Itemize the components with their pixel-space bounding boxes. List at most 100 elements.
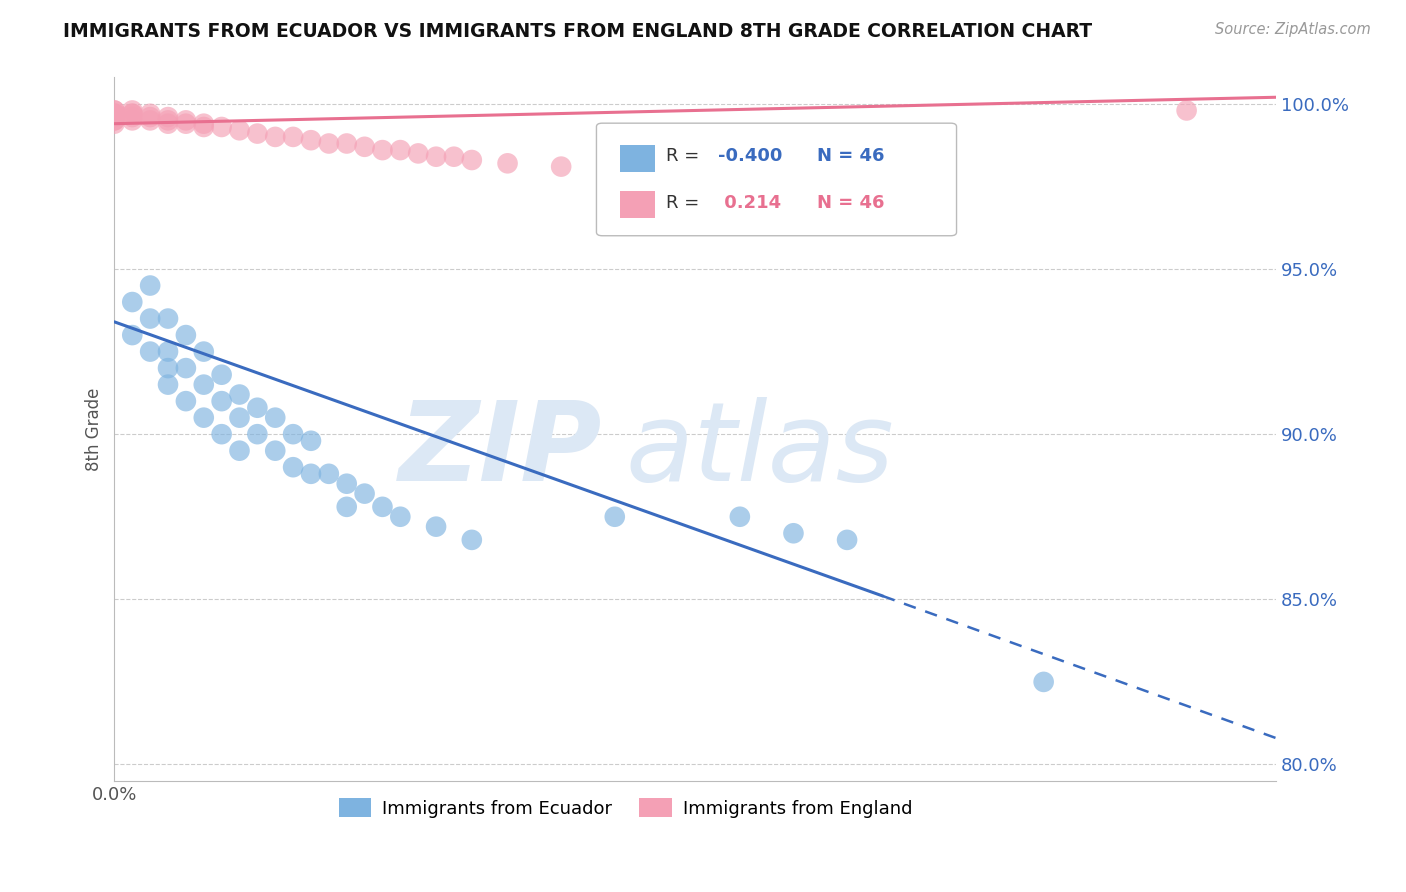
Point: [782, 526, 804, 541]
FancyBboxPatch shape: [620, 145, 655, 172]
FancyBboxPatch shape: [596, 123, 956, 235]
Point: [728, 509, 751, 524]
Point: [353, 140, 375, 154]
Point: [461, 153, 484, 167]
Point: [246, 401, 269, 415]
Point: [318, 467, 340, 481]
Text: IMMIGRANTS FROM ECUADOR VS IMMIGRANTS FROM ENGLAND 8TH GRADE CORRELATION CHART: IMMIGRANTS FROM ECUADOR VS IMMIGRANTS FR…: [63, 22, 1092, 41]
Point: [121, 103, 143, 118]
Point: [157, 311, 180, 326]
Point: [425, 519, 447, 533]
Point: [211, 427, 233, 442]
Text: R =: R =: [666, 147, 706, 165]
Point: [139, 110, 162, 124]
Point: [174, 113, 197, 128]
Point: [299, 434, 322, 448]
FancyBboxPatch shape: [620, 192, 655, 219]
Point: [103, 113, 125, 128]
Point: [228, 410, 250, 425]
Point: [281, 460, 304, 475]
Point: [157, 344, 180, 359]
Point: [353, 486, 375, 500]
Point: [103, 103, 125, 118]
Point: [281, 129, 304, 144]
Point: [425, 150, 447, 164]
Point: [228, 387, 250, 401]
Point: [193, 120, 215, 134]
Point: [389, 143, 412, 157]
Point: [461, 533, 484, 547]
Point: [174, 328, 197, 343]
Point: [103, 113, 125, 128]
Point: [139, 278, 162, 293]
Point: [103, 107, 125, 121]
Text: N = 46: N = 46: [817, 147, 884, 165]
Point: [550, 160, 572, 174]
Point: [603, 163, 626, 178]
Point: [389, 509, 412, 524]
Point: [157, 377, 180, 392]
Point: [246, 127, 269, 141]
Point: [318, 136, 340, 151]
Point: [103, 103, 125, 118]
Point: [211, 394, 233, 409]
Text: ZIP: ZIP: [399, 397, 602, 504]
Point: [336, 500, 359, 514]
Point: [139, 113, 162, 128]
Point: [193, 410, 215, 425]
Point: [246, 427, 269, 442]
Point: [103, 117, 125, 131]
Point: [103, 107, 125, 121]
Point: [603, 509, 626, 524]
Point: [299, 467, 322, 481]
Point: [121, 107, 143, 121]
Point: [264, 443, 287, 458]
Point: [157, 113, 180, 128]
Point: [193, 344, 215, 359]
Point: [139, 311, 162, 326]
Point: [443, 150, 465, 164]
Point: [193, 117, 215, 131]
Point: [121, 107, 143, 121]
Point: [336, 476, 359, 491]
Point: [1175, 103, 1198, 118]
Point: [1032, 674, 1054, 689]
Text: R =: R =: [666, 194, 706, 211]
Text: -0.400: -0.400: [718, 147, 783, 165]
Point: [728, 166, 751, 180]
Y-axis label: 8th Grade: 8th Grade: [86, 387, 103, 471]
Point: [121, 110, 143, 124]
Point: [174, 361, 197, 376]
Point: [103, 107, 125, 121]
Point: [496, 156, 519, 170]
Point: [211, 120, 233, 134]
Point: [281, 427, 304, 442]
Text: atlas: atlas: [626, 397, 894, 504]
Point: [371, 500, 394, 514]
Point: [406, 146, 429, 161]
Point: [228, 123, 250, 137]
Point: [336, 136, 359, 151]
Point: [139, 107, 162, 121]
Point: [228, 443, 250, 458]
Point: [193, 377, 215, 392]
Point: [157, 117, 180, 131]
Point: [121, 295, 143, 310]
Point: [264, 129, 287, 144]
Text: N = 46: N = 46: [817, 194, 884, 211]
Point: [157, 110, 180, 124]
Point: [174, 117, 197, 131]
Point: [907, 169, 929, 184]
Point: [121, 328, 143, 343]
Point: [103, 110, 125, 124]
Point: [174, 394, 197, 409]
Point: [371, 143, 394, 157]
Point: [103, 110, 125, 124]
Point: [121, 113, 143, 128]
Text: 0.214: 0.214: [718, 194, 782, 211]
Point: [139, 344, 162, 359]
Legend: Immigrants from Ecuador, Immigrants from England: Immigrants from Ecuador, Immigrants from…: [332, 791, 920, 825]
Point: [157, 361, 180, 376]
Point: [211, 368, 233, 382]
Point: [299, 133, 322, 147]
